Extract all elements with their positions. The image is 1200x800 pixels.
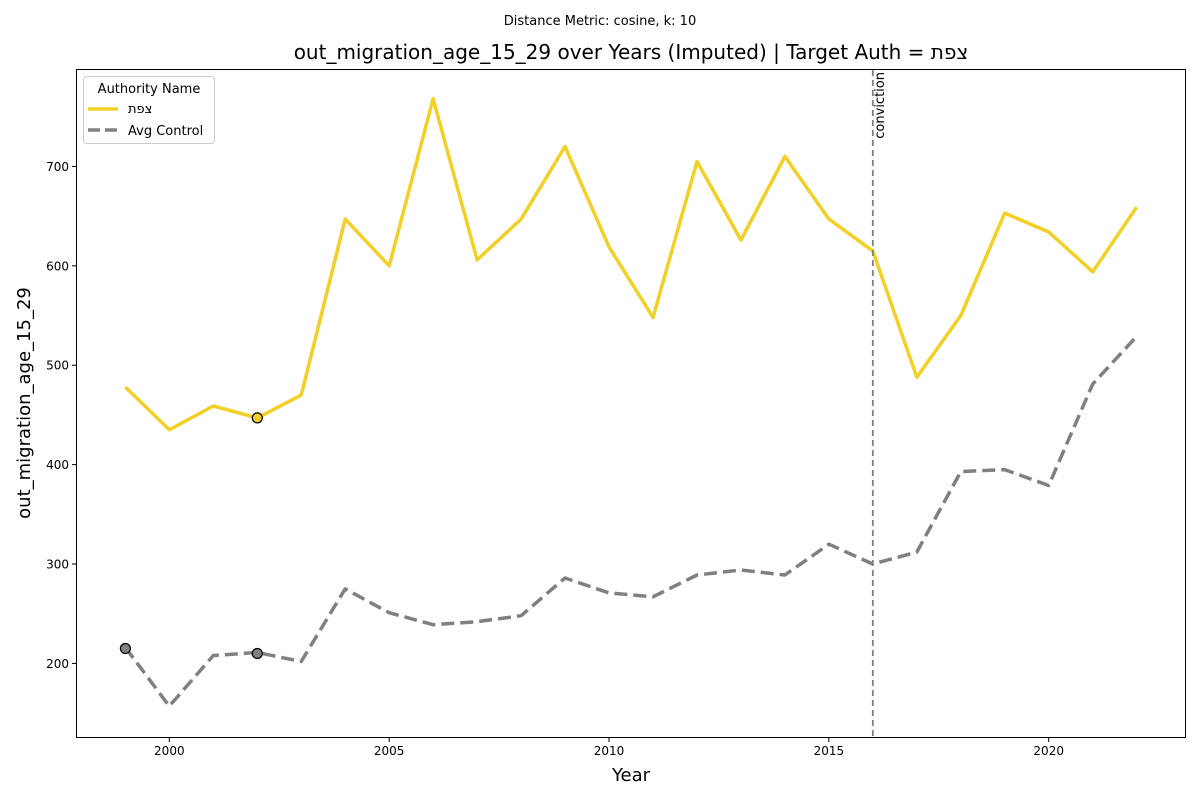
legend-label-control: Avg Control bbox=[128, 124, 203, 139]
chart-suptitle: Distance Metric: cosine, k: 10 bbox=[503, 14, 697, 29]
x-tick-label-2020: 2020 bbox=[1033, 744, 1064, 758]
x-tick-label-2000: 2000 bbox=[154, 744, 185, 758]
x-tick-label-2015: 2015 bbox=[814, 744, 845, 758]
x-axis-label: Year bbox=[611, 765, 651, 786]
chart-title: out_migration_age_15_29 over Years (Impu… bbox=[293, 40, 969, 64]
y-tick-label-500: 500 bbox=[46, 359, 69, 373]
legend-title: Authority Name bbox=[98, 82, 201, 97]
y-tick-label-600: 600 bbox=[46, 259, 69, 273]
legend: Authority Name צפת Avg Control bbox=[83, 76, 215, 144]
y-tick-label-700: 700 bbox=[46, 160, 69, 174]
legend-box bbox=[83, 76, 215, 144]
y-tick-label-400: 400 bbox=[46, 458, 69, 472]
imputed-marker-0-2002 bbox=[251, 412, 263, 424]
x-tick-label-2005: 2005 bbox=[374, 744, 405, 758]
plot-frame bbox=[76, 69, 1186, 738]
series-line-1 bbox=[123, 335, 1138, 708]
series-line-0 bbox=[124, 97, 1139, 432]
imputed-marker-1-2002 bbox=[251, 647, 263, 660]
imputed-marker-1-1999 bbox=[119, 642, 132, 655]
x-tick-label-2010: 2010 bbox=[594, 744, 625, 758]
vline-label-0: conviction bbox=[873, 72, 888, 139]
legend-label-target: צפת bbox=[128, 102, 152, 117]
y-tick-label-200: 200 bbox=[46, 657, 69, 671]
y-axis-label: out_migration_age_15_29 bbox=[14, 287, 35, 519]
y-tick-label-300: 300 bbox=[46, 558, 69, 572]
